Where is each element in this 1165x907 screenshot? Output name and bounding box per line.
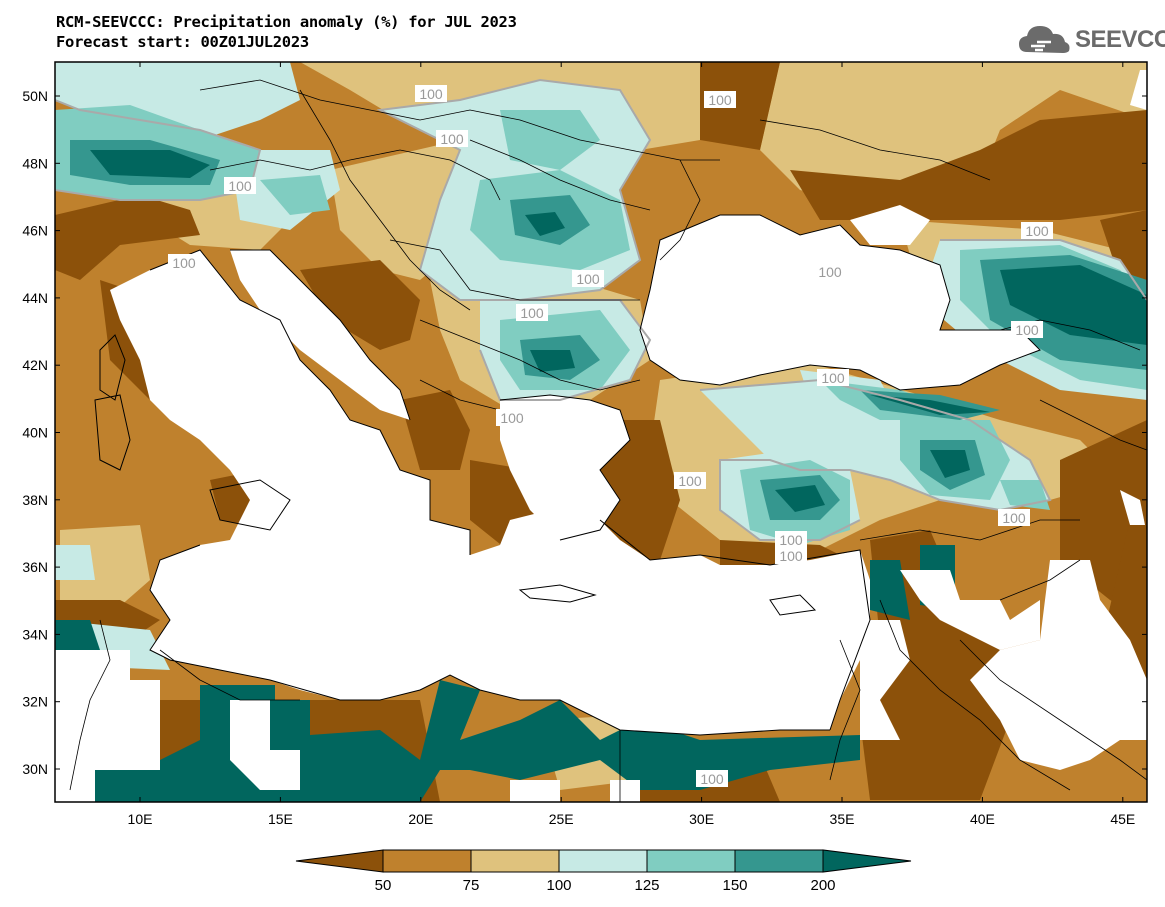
colorbar-below-50 xyxy=(295,849,384,873)
lon-label: 35E xyxy=(830,811,855,827)
colorbar-tick-label: 125 xyxy=(634,877,659,894)
contour-label-100: 100 xyxy=(419,86,443,102)
contour-label-100: 100 xyxy=(779,532,803,548)
contour-label-bg xyxy=(998,509,1030,526)
contour-label-100: 100 xyxy=(821,370,845,386)
contour-label-bg xyxy=(1021,222,1053,239)
lon-label: 40E xyxy=(970,811,995,827)
longitude-axis: 10E 15E 20E 25E 30E 35E 40E 45E xyxy=(128,62,1135,827)
lon-label: 15E xyxy=(268,811,293,827)
contour-label-100: 100 xyxy=(700,771,724,787)
contour-label-100: 100 xyxy=(708,92,732,108)
title-line-1: RCM-SEEVCCC: Precipitation anomaly (%) f… xyxy=(56,13,517,31)
africa-teal-blocks xyxy=(95,680,860,802)
contour-label-bg xyxy=(1011,321,1043,338)
contour-label-bg xyxy=(572,270,604,287)
lon-label: 30E xyxy=(689,811,714,827)
contour-label-bg xyxy=(814,263,846,280)
contour-label-100: 100 xyxy=(818,264,842,280)
lon-label: 25E xyxy=(549,811,574,827)
contour-label-100: 100 xyxy=(520,305,544,321)
contour-label-bg xyxy=(516,304,548,321)
contour-label-bg xyxy=(224,177,256,194)
seevccc-logo: SEEVCCC xyxy=(1017,22,1165,58)
colorbar: 50 75 100 125 150 200 xyxy=(295,849,912,894)
colorbar-segment xyxy=(470,849,560,873)
contour-label-bg xyxy=(817,369,849,386)
lon-label: 10E xyxy=(128,811,153,827)
colorbar-segment xyxy=(646,849,736,873)
lat-label: 50N xyxy=(22,88,48,104)
lat-label: 42N xyxy=(22,357,48,373)
lat-label: 40N xyxy=(22,425,48,441)
logo-text: SEEVCCC xyxy=(1075,26,1165,53)
lat-label: 36N xyxy=(22,559,48,575)
country-borders xyxy=(69,79,1147,802)
contour-label-bg xyxy=(696,770,728,787)
lat-label: 48N xyxy=(22,155,48,171)
colorbar-tick-label: 200 xyxy=(810,877,835,894)
contour-labels: 1001001001001001001001001001001001001001… xyxy=(168,85,1053,787)
contour-label-bg xyxy=(674,472,706,489)
contour-label-100: 100 xyxy=(228,178,252,194)
contour-label-bg xyxy=(704,91,736,108)
colorbar-segment xyxy=(734,849,824,873)
lon-label: 20E xyxy=(408,811,433,827)
sea-and-mask xyxy=(55,70,1147,802)
lat-label: 32N xyxy=(22,694,48,710)
contour-label-bg xyxy=(775,531,807,548)
lat-label: 44N xyxy=(22,290,48,306)
colorbar-above-200 xyxy=(822,849,912,873)
contour-label-bg xyxy=(415,85,447,102)
contour-label-100: 100 xyxy=(1015,322,1039,338)
coastlines xyxy=(94,214,1041,736)
map-field xyxy=(55,62,1147,802)
lat-label: 46N xyxy=(22,223,48,239)
contour-label-100: 100 xyxy=(440,131,464,147)
contour-label-bg xyxy=(168,254,200,271)
contour-label-100: 100 xyxy=(1002,510,1026,526)
colorbar-segment xyxy=(558,849,648,873)
colorbar-tick-label: 75 xyxy=(463,877,480,894)
contour-label-100: 100 xyxy=(500,410,524,426)
lon-label: 45E xyxy=(1110,811,1135,827)
contour-label-bg xyxy=(436,130,468,147)
contour-label-bg xyxy=(496,409,528,426)
colorbar-tick-label: 100 xyxy=(546,877,571,894)
colorbar-segment xyxy=(382,849,472,873)
map-title: RCM-SEEVCCC: Precipitation anomaly (%) f… xyxy=(56,12,517,52)
title-line-2: Forecast start: 00Z01JUL2023 xyxy=(56,33,309,51)
contour-label-bg xyxy=(775,547,807,564)
colorbar-tick-label: 150 xyxy=(722,877,747,894)
lat-label: 30N xyxy=(22,761,48,777)
contour-label-100: 100 xyxy=(1025,223,1049,239)
contour-label-100: 100 xyxy=(779,548,803,564)
contour-label-100: 100 xyxy=(678,473,702,489)
contour-label-100: 100 xyxy=(576,271,600,287)
lat-label: 34N xyxy=(22,626,48,642)
latitude-axis: 50N 48N 46N 44N 42N 40N 38N 36N 34N 32N 30N xyxy=(22,88,1147,777)
lat-label: 38N xyxy=(22,492,48,508)
colorbar-tick-label: 50 xyxy=(375,877,392,894)
contour-label-100: 100 xyxy=(172,255,196,271)
cloud-icon xyxy=(1019,26,1070,53)
